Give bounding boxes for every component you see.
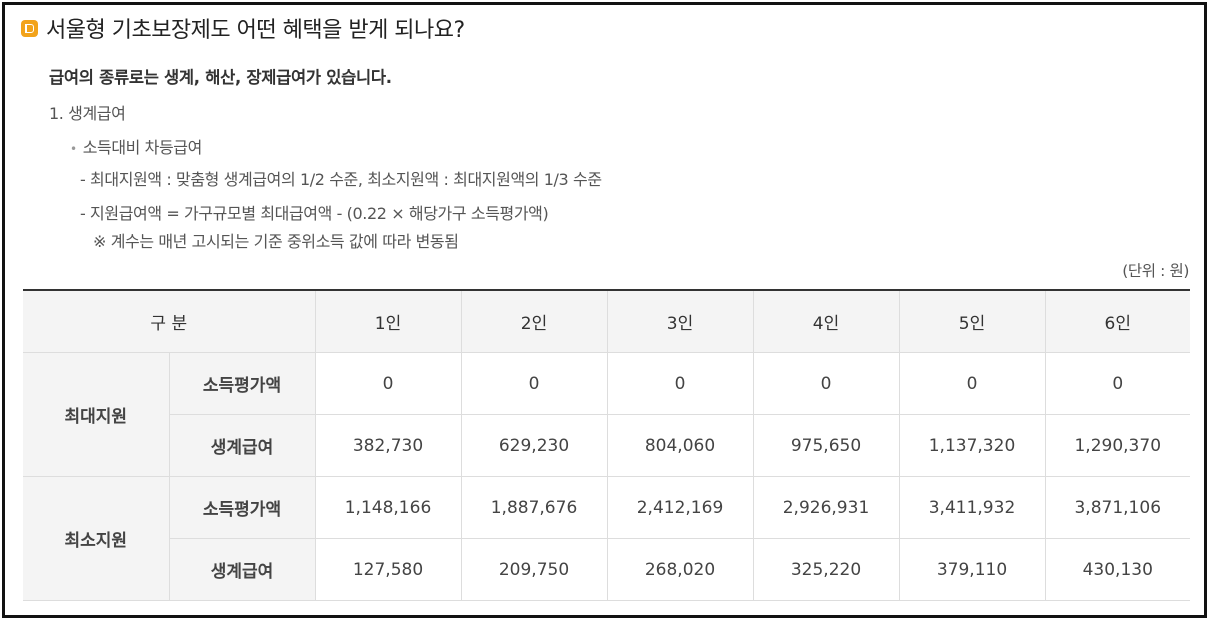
row-label: 생계급여: [169, 414, 316, 477]
table-cell: 127,580: [315, 538, 462, 601]
coefficient-note: ※ 계수는 매년 고시되는 기준 중위소득 값에 따라 변동됨: [93, 232, 459, 251]
table-row: 생계급여 382,730 629,230 804,060 975,650 1,1…: [23, 414, 1190, 477]
section-title: 1. 생계급여: [49, 104, 126, 123]
table-cell: 209,750: [461, 538, 608, 601]
row-label: 생계급여: [169, 538, 316, 601]
table-cell: 268,020: [607, 538, 754, 601]
table-row: 생계급여 127,580 209,750 268,020 325,220 379…: [23, 538, 1190, 601]
page-title: 서울형 기초보장제도 어떤 혜택을 받게 되나요?: [46, 18, 465, 43]
formula-description: - 지원급여액 = 가구규모별 최대급여액 - (0.22 × 해당가구 소득평…: [80, 204, 549, 223]
header-col: 3인: [607, 290, 754, 353]
bullet-dot-icon: •: [70, 142, 77, 156]
header-col: 2인: [461, 290, 608, 353]
unit-label: (단위 : 원): [1122, 262, 1189, 280]
header-col: 6인: [1045, 290, 1190, 353]
table-cell: 804,060: [607, 414, 754, 477]
table-row: 최대지원 소득평가액 0 0 0 0 0 0: [23, 352, 1190, 477]
table-cell: 1,137,320: [899, 414, 1046, 477]
table-cell: 0: [315, 352, 462, 415]
table-cell: 629,230: [461, 414, 608, 477]
header-category: 구 분: [23, 290, 316, 353]
section-marker-icon: [21, 19, 38, 37]
table-cell: 382,730: [315, 414, 462, 477]
table-cell: 430,130: [1045, 538, 1190, 601]
header-col: 1인: [315, 290, 462, 353]
group-label: 최대지원: [23, 352, 170, 477]
max-min-description: - 최대지원액 : 맞춤형 생계급여의 1/2 수준, 최소지원액 : 최대지원…: [80, 170, 602, 189]
table-header-row: 구 분 1인 2인 3인 4인 5인 6인: [23, 290, 1190, 353]
table-cell: 3,411,932: [899, 476, 1046, 539]
header-col: 5인: [899, 290, 1046, 353]
table-cell: 1,148,166: [315, 476, 462, 539]
table-cell: 0: [1045, 352, 1190, 415]
table-cell: 0: [753, 352, 900, 415]
bullet-item: • 소득대비 차등급여: [70, 134, 202, 158]
subtitle: 급여의 종류로는 생계, 해산, 장제급여가 있습니다.: [49, 68, 392, 87]
table-cell: 2,412,169: [607, 476, 754, 539]
table-row: 최소지원 소득평가액 1,148,166 1,887,676 2,412,169…: [23, 476, 1190, 601]
row-label: 소득평가액: [169, 352, 316, 415]
header-col: 4인: [753, 290, 900, 353]
table-cell: 0: [899, 352, 1046, 415]
group-label: 최소지원: [23, 476, 170, 601]
table-cell: 0: [607, 352, 754, 415]
table-cell: 0: [461, 352, 608, 415]
row-label: 소득평가액: [169, 476, 316, 539]
table-cell: 1,290,370: [1045, 414, 1190, 477]
table-cell: 325,220: [753, 538, 900, 601]
table-cell: 2,926,931: [753, 476, 900, 539]
table-cell: 975,650: [753, 414, 900, 477]
benefit-table: 구 분 1인 2인 3인 4인 5인 6인 최대지원 소득평가액 0 0 0 0…: [23, 289, 1190, 601]
table-cell: 1,887,676: [461, 476, 608, 539]
bullet-text: 소득대비 차등급여: [82, 138, 203, 157]
table-cell: 379,110: [899, 538, 1046, 601]
table-cell: 3,871,106: [1045, 476, 1190, 539]
title-row: 서울형 기초보장제도 어떤 혜택을 받게 되나요?: [21, 12, 465, 44]
